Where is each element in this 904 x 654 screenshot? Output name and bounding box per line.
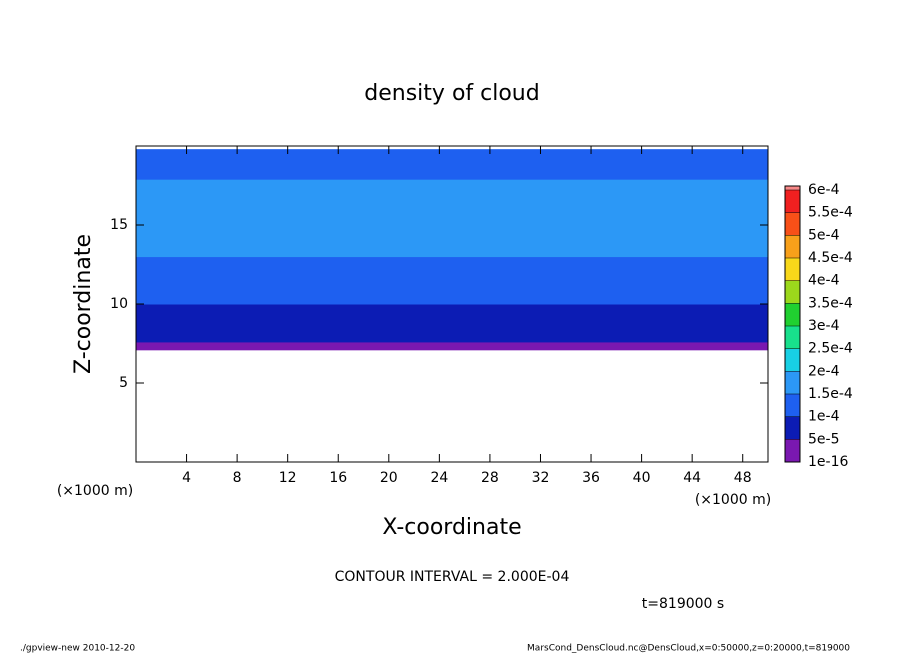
x-tick-label: 12 <box>279 470 297 486</box>
x-tick-label: 48 <box>734 470 752 486</box>
contour-band <box>136 149 768 164</box>
contour-band <box>136 163 768 180</box>
footer-right: MarsCond_DensCloud.nc@DensCloud,x=0:5000… <box>527 644 850 654</box>
x-tick-label: 8 <box>233 470 242 486</box>
x-tick-label: 16 <box>329 470 347 486</box>
colorbar-label: 5e-4 <box>808 227 840 243</box>
colorbar-band <box>785 235 800 258</box>
colorbar-band <box>785 371 800 394</box>
x-axis-label: X-coordinate <box>382 515 521 540</box>
x-tick-label: 4 <box>182 470 191 486</box>
colorbar-band <box>785 258 800 281</box>
chart-title: density of cloud <box>364 81 539 106</box>
x-tick-label: 32 <box>532 470 550 486</box>
contour-band <box>136 304 768 321</box>
colorbar-label: 1.5e-4 <box>808 386 853 402</box>
colorbar-label: 5e-5 <box>808 431 839 447</box>
colorbar-label: 4e-4 <box>808 273 840 289</box>
colorbar-band <box>785 394 800 417</box>
contour-band <box>136 332 768 343</box>
colorbar-band <box>785 212 800 236</box>
colorbar-band <box>785 280 800 304</box>
contour-interval: CONTOUR INTERVAL = 2.000E-04 <box>335 569 570 585</box>
x-unit-left: (×1000 m) <box>57 483 133 499</box>
y-tick-label: 5 <box>119 375 128 391</box>
x-tick-label: 44 <box>683 470 701 486</box>
y-tick-label: 15 <box>110 217 128 233</box>
contour-band <box>136 179 768 258</box>
contour-band <box>136 256 768 273</box>
colorbar-label: 1e-4 <box>808 409 840 425</box>
colorbar-top <box>785 186 800 190</box>
colorbar-label: 2e-4 <box>808 363 840 379</box>
x-tick-label: 36 <box>582 470 600 486</box>
colorbar-band <box>785 416 800 440</box>
footer-left: ./gpview-new 2010-12-20 <box>20 644 135 654</box>
x-tick-label: 20 <box>380 470 398 486</box>
colorbar-label: 4.5e-4 <box>808 250 853 266</box>
x-tick-label: 40 <box>633 470 651 486</box>
colorbar-band <box>785 190 800 213</box>
colorbar-label: 3e-4 <box>808 318 840 334</box>
colorbar-band <box>785 326 800 349</box>
time-label: t=819000 s <box>642 596 724 612</box>
colorbar-label: 6e-4 <box>808 182 840 198</box>
colorbar-label: 2.5e-4 <box>808 341 853 357</box>
contour-band <box>136 341 768 351</box>
colorbar-label: 5.5e-4 <box>808 205 853 221</box>
contour-band <box>136 319 768 333</box>
x-tick-label: 24 <box>430 470 448 486</box>
colorbar-band <box>785 348 800 372</box>
colorbar-band <box>785 303 800 326</box>
x-unit-right: (×1000 m) <box>695 492 771 508</box>
colorbar-band <box>785 439 800 462</box>
x-tick-label: 28 <box>481 470 499 486</box>
y-tick-label: 10 <box>110 296 128 312</box>
y-axis-label: Z-coordinate <box>71 234 96 374</box>
colorbar-label: 1e-16 <box>808 454 848 470</box>
colorbar-label: 3.5e-4 <box>808 295 853 311</box>
contour-band <box>136 272 768 289</box>
contour-band <box>136 288 768 305</box>
